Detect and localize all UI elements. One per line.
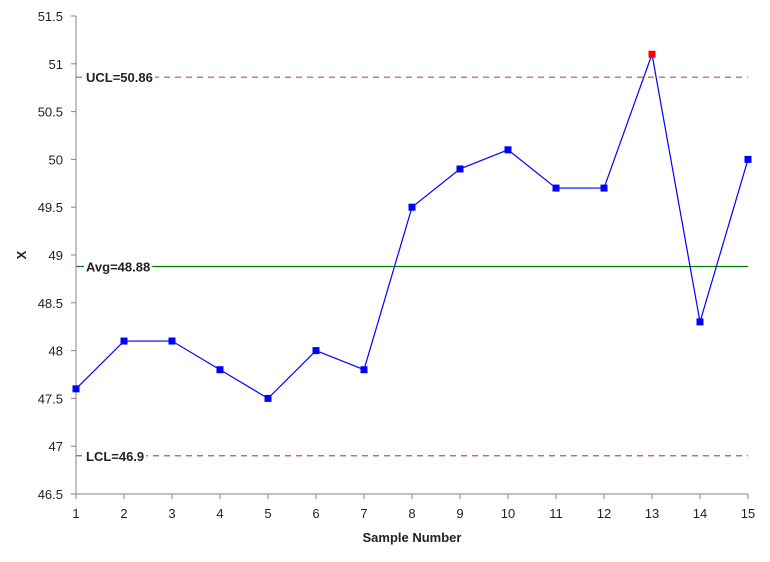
- x-tick-label-0: 1: [72, 506, 79, 521]
- y-tick-label-5: 49: [49, 248, 63, 263]
- reference-label-0: UCL=50.86: [86, 70, 153, 85]
- x-tick-label-14: 15: [741, 506, 755, 521]
- x-axis-title: Sample Number: [363, 530, 462, 545]
- y-tick-label-3: 48: [49, 344, 63, 359]
- x-tick-label-12: 13: [645, 506, 659, 521]
- data-point-7: [360, 366, 368, 374]
- x-tick-label-9: 10: [501, 506, 515, 521]
- x-tick-label-7: 8: [408, 506, 415, 521]
- x-tick-label-6: 7: [360, 506, 367, 521]
- x-tick-label-8: 9: [456, 506, 463, 521]
- y-axis-title: X: [14, 250, 29, 259]
- data-point-6: [312, 347, 320, 355]
- x-tick-label-2: 3: [168, 506, 175, 521]
- reference-label-bg-2: [84, 447, 147, 465]
- y-tick-label-2: 47.5: [38, 391, 63, 406]
- reference-label-bg-1: [84, 258, 153, 276]
- reference-label-2: LCL=46.9: [86, 449, 144, 464]
- reference-label-bg-0: [84, 69, 155, 87]
- data-point-2: [120, 337, 128, 345]
- y-tick-label-1: 47: [49, 439, 63, 454]
- data-point-12: [600, 184, 608, 192]
- x-tick-label-4: 5: [264, 506, 271, 521]
- data-point-15: [744, 155, 752, 163]
- y-tick-label-7: 50: [49, 152, 63, 167]
- reference-labels: UCL=50.86 Avg=48.88 LCL=46.9: [84, 69, 155, 465]
- y-tick-label-0: 46.5: [38, 487, 63, 502]
- data-point-11: [552, 184, 560, 192]
- y-tick-label-10: 51.5: [38, 9, 63, 24]
- data-point-13: [648, 50, 656, 58]
- data-point-1: [72, 385, 80, 393]
- data-point-9: [456, 165, 464, 173]
- reference-lines: [76, 76, 748, 457]
- x-tick-label-1: 2: [120, 506, 127, 521]
- data-point-5: [264, 394, 272, 402]
- x-tick-label-5: 6: [312, 506, 319, 521]
- data-point-10: [504, 146, 512, 154]
- y-tick-label-9: 51: [49, 57, 63, 72]
- series-line-0: [75, 51, 749, 400]
- x-tick-label-13: 14: [693, 506, 707, 521]
- x-tick-label-10: 11: [549, 506, 563, 521]
- reference-label-1: Avg=48.88: [86, 259, 150, 274]
- x-tick-label-11: 12: [597, 506, 611, 521]
- data-point-14: [696, 318, 704, 326]
- data-point-8: [408, 203, 416, 211]
- y-tick-label-4: 48.5: [38, 296, 63, 311]
- y-tick-label-6: 49.5: [38, 200, 63, 215]
- data-point-3: [168, 337, 176, 345]
- x-tick-label-3: 4: [216, 506, 223, 521]
- data-series: [72, 50, 752, 402]
- y-tick-label-8: 50.5: [38, 105, 63, 120]
- data-point-4: [216, 366, 224, 374]
